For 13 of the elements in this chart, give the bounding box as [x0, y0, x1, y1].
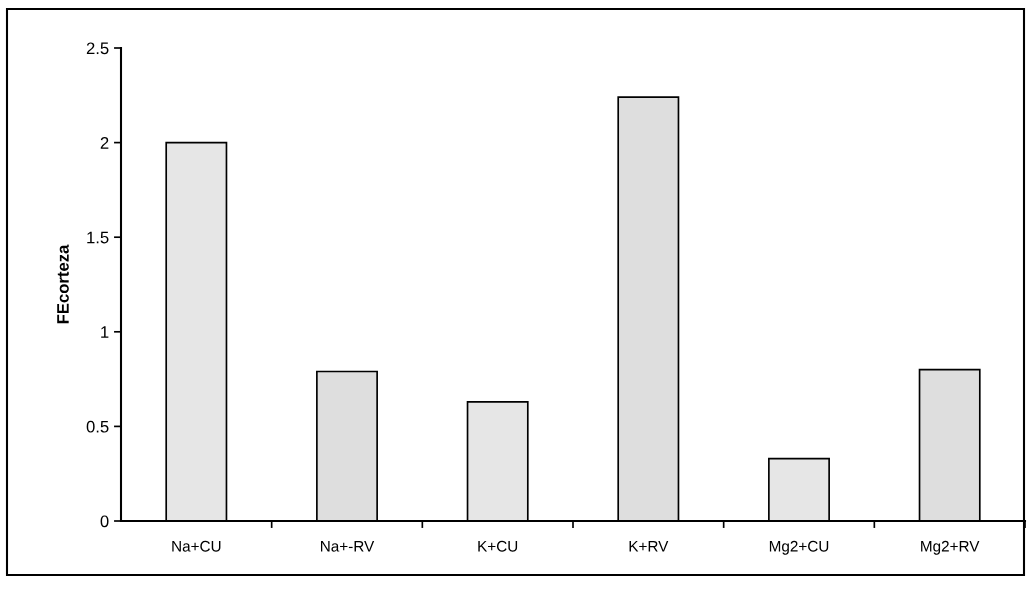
x-tick-label: K+RV	[629, 541, 669, 552]
y-axis-title: FEcorteza	[57, 244, 69, 324]
x-tick-label: K+CU	[478, 540, 518, 552]
x-tick-label: Na+CU	[172, 540, 221, 552]
y-tick-label: 1	[101, 326, 109, 338]
x-tick-label: Mg2+RV	[921, 540, 980, 555]
x-tick-label: Na+-RV	[321, 541, 375, 552]
y-tick-label: 0.5	[86, 420, 109, 433]
y-tick-label: 0	[100, 515, 109, 528]
y-tick-label: 1.5	[87, 231, 109, 244]
y-tick-label: 2.5	[86, 42, 109, 55]
y-tick-label: 2	[100, 137, 109, 149]
x-tick-label: Mg2+CU	[769, 540, 829, 555]
